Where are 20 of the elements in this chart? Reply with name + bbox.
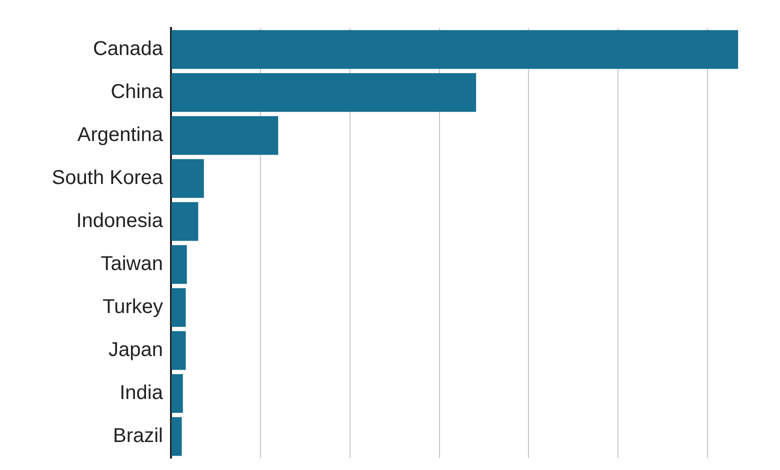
y-tick-label: China — [110, 81, 164, 104]
y-tick-label: South Korea — [52, 167, 164, 190]
y-tick-label: Taiwan — [100, 253, 163, 276]
y-tick-label: India — [120, 382, 164, 404]
y-tick-label: Brazil — [112, 425, 163, 448]
bar — [172, 288, 186, 327]
bar — [172, 417, 182, 456]
bar — [172, 202, 198, 241]
bar — [172, 116, 278, 155]
bar — [172, 73, 476, 112]
bar — [172, 159, 204, 198]
y-tick-label: Turkey — [102, 296, 163, 318]
y-tick-label: Indonesia — [76, 210, 164, 232]
bar — [172, 245, 187, 284]
y-tick-label: Argentina — [77, 124, 164, 146]
bar — [172, 331, 186, 370]
bar — [172, 374, 183, 413]
bar — [172, 30, 738, 69]
y-tick-label: Japan — [108, 339, 163, 362]
y-tick-label: Canada — [92, 38, 164, 60]
